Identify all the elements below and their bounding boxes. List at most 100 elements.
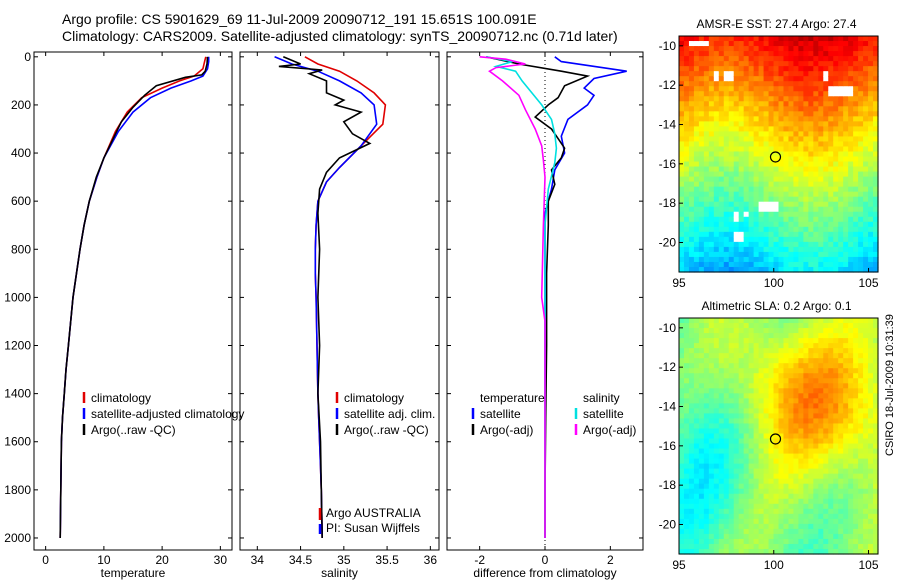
map-cell xyxy=(803,463,809,470)
map-cell xyxy=(843,493,849,500)
map-cell xyxy=(713,151,720,158)
map-cell xyxy=(688,428,695,435)
map-cell xyxy=(788,388,795,394)
map-cell xyxy=(788,241,795,248)
map-cell xyxy=(858,171,864,178)
map-cell xyxy=(828,533,834,540)
map-cell xyxy=(763,121,770,127)
map-cell xyxy=(858,211,864,218)
map-cell xyxy=(823,51,829,57)
map-cell xyxy=(778,96,785,102)
map-cell xyxy=(733,261,740,268)
map-cell xyxy=(698,196,705,203)
map-cell xyxy=(813,51,819,57)
map-cell xyxy=(873,518,879,525)
map-cell xyxy=(768,116,775,122)
map-cell xyxy=(748,473,755,480)
map-cell xyxy=(853,156,859,163)
map-cell xyxy=(873,126,879,132)
map-cell xyxy=(778,241,785,248)
map-cell xyxy=(843,483,849,490)
map-cell xyxy=(733,413,740,420)
map-cell xyxy=(788,538,795,545)
map-cell xyxy=(818,458,824,465)
map-cell xyxy=(693,433,700,440)
map-cell xyxy=(818,473,824,480)
map-cell xyxy=(688,171,695,178)
map-cell xyxy=(773,423,780,430)
map-cell xyxy=(813,66,819,72)
map-cell xyxy=(783,101,790,107)
map-cell xyxy=(833,176,839,183)
map-cell xyxy=(683,201,690,208)
map-cell xyxy=(858,338,864,344)
y-tick-label: 1400 xyxy=(4,387,31,401)
map-cell xyxy=(683,383,690,389)
map-cell xyxy=(793,393,799,399)
map-cell xyxy=(698,191,705,198)
map-cell xyxy=(683,236,690,243)
map-cell xyxy=(818,538,824,545)
map-cell xyxy=(798,343,804,349)
map-cell xyxy=(758,71,765,77)
map-cell xyxy=(728,448,735,455)
map-cell xyxy=(738,413,745,420)
map-cell xyxy=(778,348,785,354)
x-tick-label: 34 xyxy=(251,553,265,567)
map-cell xyxy=(843,241,849,248)
map-cell xyxy=(703,323,710,329)
map-cell xyxy=(753,538,760,545)
map-cell xyxy=(733,96,740,102)
map-cell xyxy=(713,533,720,540)
map-cell xyxy=(778,333,785,339)
map-cell xyxy=(778,393,785,399)
map-cell xyxy=(723,71,730,77)
map-cell xyxy=(773,328,780,334)
map-cell xyxy=(713,171,720,178)
map-cell xyxy=(718,126,725,132)
map-cell xyxy=(753,176,760,183)
map-cell xyxy=(703,528,710,535)
map-cell xyxy=(718,76,725,82)
map-cell xyxy=(753,393,760,399)
map-cell xyxy=(683,523,690,530)
map-cell xyxy=(698,231,705,238)
series-line-satellite xyxy=(544,56,627,538)
map-cell xyxy=(763,523,770,530)
map-cell xyxy=(758,343,765,349)
map-cell xyxy=(868,408,874,414)
map-cell xyxy=(688,131,695,138)
map-cell xyxy=(818,338,824,344)
map-cell xyxy=(703,498,710,505)
map-cell xyxy=(793,323,799,329)
map-cell xyxy=(863,448,869,455)
map-cell xyxy=(688,348,695,354)
map-cell xyxy=(783,363,790,369)
map-cell xyxy=(683,413,690,420)
map-cell xyxy=(858,136,864,143)
map-cell xyxy=(683,428,690,435)
map-cell xyxy=(838,393,844,399)
map-cell xyxy=(773,418,780,425)
map-cell xyxy=(688,318,695,324)
map-cell xyxy=(688,518,695,525)
map-cell xyxy=(833,513,839,520)
map-cell xyxy=(753,211,760,218)
map-cell xyxy=(788,378,795,384)
map-cell xyxy=(703,186,710,193)
map-cell xyxy=(693,518,700,525)
map-cell xyxy=(773,191,780,198)
map-cell xyxy=(843,201,849,208)
map-cell xyxy=(683,141,690,148)
map-cell xyxy=(808,543,814,550)
map-cell xyxy=(728,408,735,414)
map-cell xyxy=(743,548,750,555)
map-cell xyxy=(763,151,770,158)
map-cell xyxy=(818,161,824,168)
map-cell xyxy=(693,543,700,550)
map-cell xyxy=(693,201,700,208)
map-cell xyxy=(698,543,705,550)
map-cell xyxy=(848,423,854,430)
map-cell xyxy=(683,216,690,223)
map-cell xyxy=(738,71,745,77)
